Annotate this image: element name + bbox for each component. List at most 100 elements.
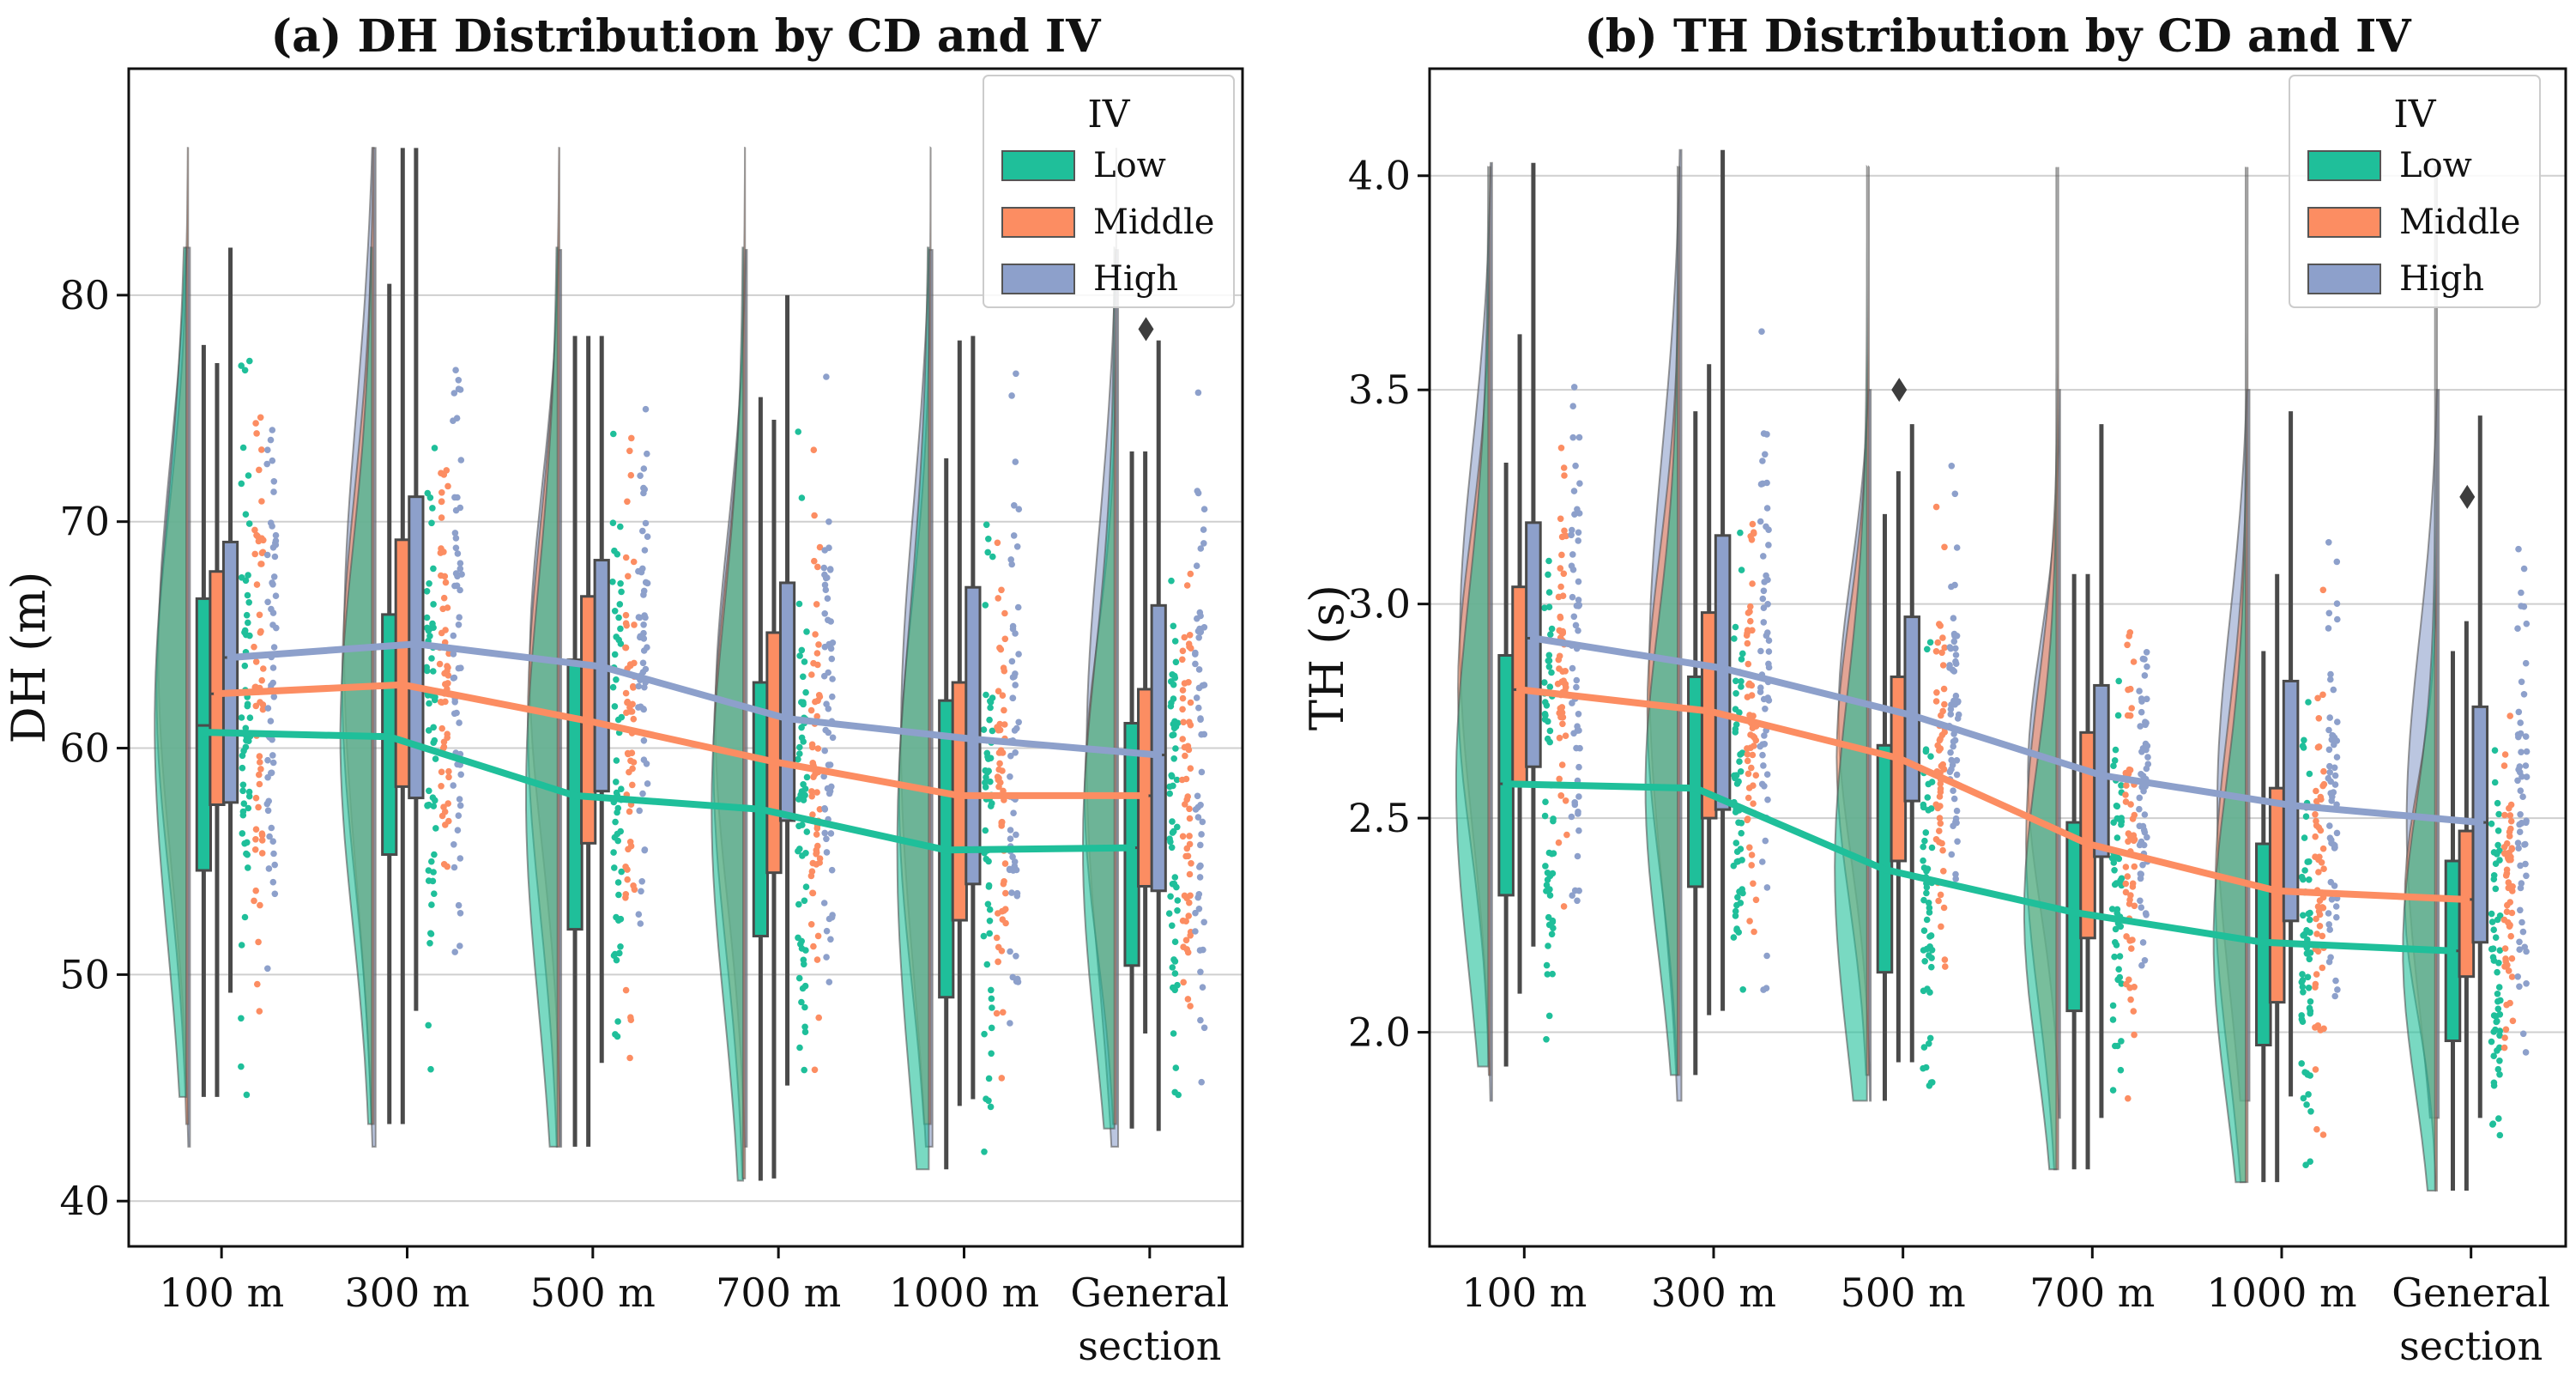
rain-point-high: [1575, 793, 1582, 800]
rain-point-middle: [258, 561, 265, 567]
rain-point-middle: [252, 887, 260, 894]
rain-point-middle: [2314, 694, 2321, 702]
rain-point-low: [1927, 1079, 1935, 1086]
rain-point-middle: [1002, 906, 1009, 912]
rain-point-middle: [998, 819, 1005, 826]
rain-point-high: [2516, 983, 2523, 991]
rain-point-low: [2488, 820, 2495, 827]
rain-point-low: [1544, 971, 1551, 978]
rain-point-low: [2116, 973, 2124, 981]
rain-point-low: [2494, 1047, 2500, 1054]
rain-point-middle: [2123, 933, 2130, 940]
rain-point-middle: [438, 783, 444, 790]
rain-point-low: [1545, 589, 1553, 596]
rain-point-low: [241, 662, 249, 670]
rain-point-middle: [998, 586, 1005, 594]
rain-point-middle: [257, 414, 264, 421]
rain-point-low: [1926, 909, 1933, 916]
rain-point-high: [644, 780, 651, 787]
rain-point-high: [1009, 694, 1016, 701]
rain-point-low: [984, 900, 992, 908]
rain-point-low: [2300, 989, 2307, 996]
rain-point-low: [2307, 1008, 2314, 1015]
rain-point-middle: [812, 631, 819, 638]
rain-point-low: [2300, 912, 2307, 919]
rain-point-middle: [1937, 745, 1944, 752]
rain-points: [1541, 328, 2531, 1168]
rain-point-middle: [254, 980, 261, 988]
rain-point-middle: [1001, 721, 1008, 728]
rain-point-high: [1575, 809, 1581, 815]
legend-label-low: Low: [2399, 146, 2472, 185]
rain-point-high: [1197, 802, 1204, 809]
rain-point-low: [424, 489, 432, 497]
rain-point-low: [2306, 955, 2313, 963]
rain-point-middle: [2505, 879, 2513, 886]
rain-point-middle: [2319, 964, 2326, 972]
violin-low: [1644, 165, 1679, 1076]
rain-point-high: [267, 436, 275, 444]
rain-point-middle: [1180, 979, 1187, 986]
rain-point-middle: [629, 781, 636, 789]
rain-point-middle: [1750, 880, 1757, 888]
rain-point-high: [2330, 686, 2337, 694]
rain-point-middle: [629, 700, 636, 708]
rain-point-high: [2333, 737, 2341, 744]
rain-point-low: [981, 1149, 988, 1155]
rain-point-middle: [258, 446, 265, 453]
legend-label-high: High: [2399, 259, 2484, 299]
rain-point-high: [1571, 799, 1578, 806]
rain-point-high: [1013, 953, 1019, 960]
rain-point-middle: [2317, 793, 2325, 801]
mean-line-low: [1503, 780, 2457, 955]
rain-point-high: [451, 699, 458, 706]
rain-point-high: [2514, 777, 2521, 785]
rain-point-high: [1008, 889, 1015, 896]
rain-point-middle: [626, 808, 633, 815]
rain-point-high: [450, 390, 458, 397]
rain-point-high: [1950, 615, 1957, 621]
rain-point-low: [987, 1103, 995, 1111]
rain-point-high: [2138, 708, 2145, 716]
rain-point-high: [2143, 649, 2150, 656]
rain-point-high: [829, 676, 836, 682]
rain-point-middle: [1000, 880, 1007, 888]
y-tick-label: 2.5: [1348, 795, 1411, 841]
rain-point-middle: [1749, 627, 1756, 634]
rain-point-low: [801, 1023, 808, 1031]
rain-point-high: [264, 965, 271, 973]
rain-point-low: [240, 748, 247, 755]
rain-point-low: [1545, 557, 1552, 565]
rain-point-middle: [1560, 464, 1568, 471]
rain-point-middle: [2505, 884, 2513, 892]
rain-point-low: [426, 801, 432, 809]
rain-point-high: [2325, 910, 2332, 917]
rain-point-middle: [998, 1075, 1006, 1082]
rain-point-high: [1198, 768, 1206, 776]
rain-point-middle: [1748, 764, 1755, 772]
rain-point-low: [1732, 907, 1739, 915]
rain-point-high: [2333, 754, 2341, 761]
rain-point-high: [2523, 817, 2530, 824]
rain-point-middle: [624, 498, 631, 506]
rain-point-high: [2515, 708, 2523, 716]
rain-point-middle: [813, 789, 820, 796]
rain-point-high: [2326, 762, 2333, 770]
rain-point-middle: [1187, 932, 1194, 939]
violins: [154, 146, 1120, 1182]
boxplots: [1497, 149, 2489, 1191]
rain-point-high: [823, 954, 830, 961]
rain-point-low: [1737, 529, 1744, 536]
rain-point-middle: [258, 676, 266, 684]
rain-point-middle: [2506, 828, 2513, 835]
rain-point-high: [640, 587, 648, 595]
rain-point-high: [823, 373, 830, 380]
rain-point-middle: [807, 921, 815, 928]
rain-point-middle: [2312, 811, 2319, 818]
rain-point-low: [802, 850, 809, 857]
rain-point-middle: [2501, 811, 2508, 819]
rain-point-high: [1575, 597, 1582, 603]
rain-point-high: [2139, 861, 2146, 869]
rain-point-high: [2521, 943, 2528, 951]
rain-point-high: [1574, 897, 1581, 905]
